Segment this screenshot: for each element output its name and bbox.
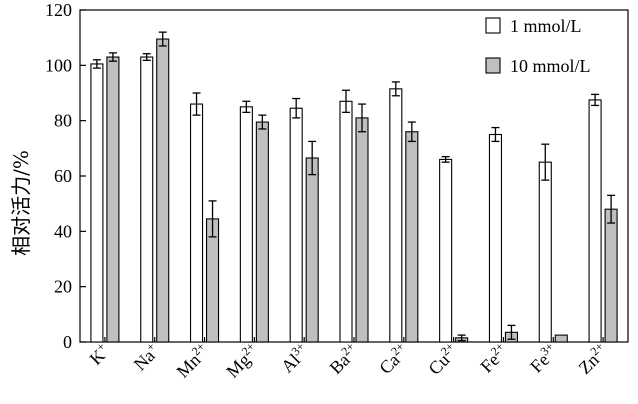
y-tick-label: 80 bbox=[54, 111, 72, 131]
x-tick-label: Fe2+ bbox=[475, 339, 512, 376]
x-tick-label: Na+ bbox=[128, 339, 163, 374]
bar-10mmol bbox=[255, 121, 269, 343]
x-tick-label: Mg2+ bbox=[221, 339, 263, 381]
bar-10mmol bbox=[106, 56, 120, 343]
bar-1mmol bbox=[339, 100, 353, 343]
bar-1mmol bbox=[439, 158, 453, 343]
bar-1mmol bbox=[90, 63, 104, 343]
x-tick-label: Ca2+ bbox=[374, 339, 413, 378]
y-axis-label: 相对活力/% bbox=[9, 150, 33, 256]
bar-1mmol bbox=[239, 106, 253, 343]
x-tick-label: Al3+ bbox=[276, 339, 313, 376]
bar-1mmol bbox=[289, 107, 303, 343]
bar-10mmol bbox=[405, 131, 419, 343]
bars bbox=[90, 31, 618, 343]
x-tick-label: Zn2+ bbox=[573, 339, 612, 378]
y-tick-label: 120 bbox=[45, 0, 72, 20]
x-tick-label: Cu2+ bbox=[423, 339, 463, 379]
bar-1mmol bbox=[488, 133, 503, 343]
bar-1mmol bbox=[189, 103, 204, 343]
y-tick-label: 20 bbox=[54, 277, 72, 297]
bar-1mmol bbox=[140, 56, 154, 343]
legend: 1 mmol/L 10 mmol/L bbox=[485, 16, 591, 76]
bar-10mmol bbox=[355, 117, 369, 343]
bar-1mmol bbox=[389, 88, 403, 343]
bar-1mmol bbox=[588, 99, 602, 343]
x-tick-label: Fe3+ bbox=[525, 339, 562, 376]
legend-swatch bbox=[485, 17, 501, 34]
bar-10mmol bbox=[156, 38, 170, 343]
y-tick-label: 60 bbox=[54, 166, 72, 186]
bar-10mmol bbox=[305, 157, 319, 343]
y-tick-label: 100 bbox=[45, 55, 72, 75]
bar-10mmol bbox=[554, 334, 568, 343]
bar-10mmol bbox=[604, 208, 618, 343]
x-tick-label: Mn2+ bbox=[171, 339, 213, 381]
x-tick-label: Ba2+ bbox=[324, 339, 363, 378]
legend-label: 10 mmol/L bbox=[510, 56, 591, 76]
legend-swatch bbox=[485, 57, 501, 74]
bar-1mmol bbox=[538, 161, 552, 343]
x-tick-label: K+ bbox=[84, 339, 114, 369]
y-tick-label: 0 bbox=[63, 332, 72, 352]
legend-label: 1 mmol/L bbox=[510, 16, 582, 36]
y-tick-label: 40 bbox=[54, 221, 72, 241]
